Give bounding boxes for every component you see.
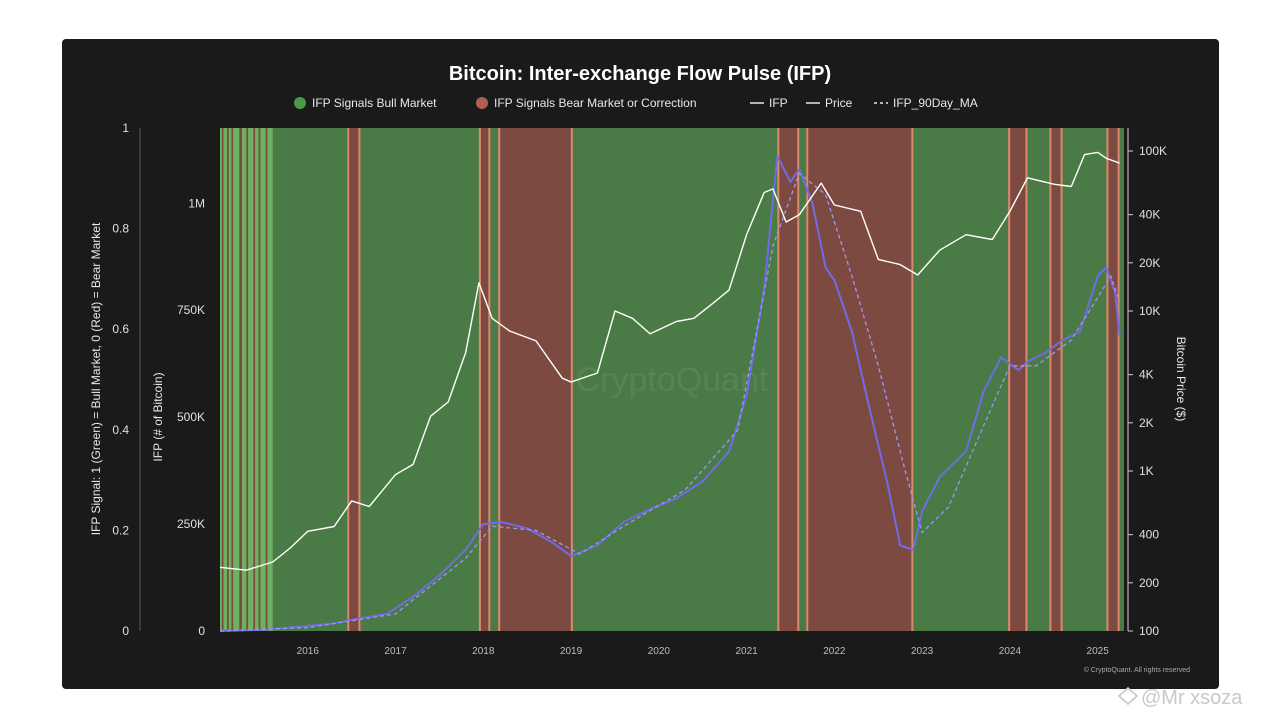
- legend-bull-marker: [294, 97, 306, 109]
- legend-price-label: Price: [825, 96, 853, 110]
- bear-region-edge: [911, 128, 914, 631]
- bear-region-edge: [1106, 128, 1109, 631]
- signal-tick-label: 0.6: [112, 322, 129, 336]
- ifp-line: [219, 155, 1121, 632]
- signal-tick-label: 0.2: [112, 523, 129, 537]
- ifp-tick-label: 250K: [177, 517, 205, 531]
- bear-region-edge: [1060, 128, 1063, 631]
- bear-region-edge: [1025, 128, 1028, 631]
- legend: IFP Signals Bull Market IFP Signals Bear…: [294, 96, 978, 110]
- legend-bear-label: IFP Signals Bear Market or Correction: [494, 96, 697, 110]
- bear-region: [498, 128, 573, 631]
- signal-tick-label: 1: [122, 121, 129, 135]
- year-tick-label: 2023: [911, 646, 934, 657]
- bear-region: [227, 128, 229, 631]
- year-tick-label: 2024: [999, 646, 1022, 657]
- chart-panel: Bitcoin: Inter-exchange Flow Pulse (IFP)…: [62, 39, 1219, 689]
- price-tick-label: 2K: [1139, 416, 1154, 430]
- bear-region-edge: [1117, 128, 1120, 631]
- bear-region-edge: [488, 128, 491, 631]
- signal-tick-label: 0.8: [112, 222, 129, 236]
- bear-region-edge: [358, 128, 361, 631]
- watermark: CryptoQuant: [576, 361, 769, 399]
- price-line: [219, 151, 1120, 571]
- diamond-logo-icon: [1117, 686, 1139, 706]
- price-tick-label: 100: [1139, 624, 1159, 638]
- series-layer: [219, 151, 1121, 632]
- signal-axis: 0 0.2 0.4 0.6 0.8 1: [112, 121, 141, 638]
- bear-region: [1049, 128, 1063, 631]
- signal-tick-label: 0: [122, 624, 129, 638]
- signal-tick-label: 0.4: [112, 423, 129, 437]
- copyright-footnote: © CryptoQuant. All rights reserved: [1084, 666, 1190, 674]
- ifp-tick-label: 500K: [177, 410, 205, 424]
- price-axis: 100 200 400 1K 2K 4K 10K 20K 40K 100K: [1127, 128, 1167, 638]
- chart-title: Bitcoin: Inter-exchange Flow Pulse (IFP): [449, 63, 831, 85]
- ifp-tick-label: 750K: [177, 303, 205, 317]
- year-tick-label: 2021: [735, 646, 758, 657]
- ifp-tick-label: 0: [198, 624, 205, 638]
- year-tick-label: 2022: [823, 646, 846, 657]
- legend-ifp-label: IFP: [769, 96, 788, 110]
- price-tick-label: 400: [1139, 528, 1159, 542]
- bear-region: [231, 128, 234, 631]
- ifp-axis: 0 250K 500K 750K 1M: [177, 196, 205, 638]
- signal-axis-label: IFP Signal: 1 (Green) = Bull Market, 0 (…: [89, 222, 103, 535]
- ifp-ma-line: [219, 172, 1121, 632]
- price-tick-label: 20K: [1139, 256, 1160, 270]
- bear-region: [265, 128, 268, 631]
- bear-region-edge: [478, 128, 481, 631]
- bear-region: [221, 128, 224, 631]
- bear-region-edge: [1049, 128, 1052, 631]
- bear-region-edge: [1008, 128, 1011, 631]
- price-tick-label: 1K: [1139, 464, 1154, 478]
- bull-region: [220, 128, 1124, 631]
- bear-region: [777, 128, 800, 631]
- bear-region: [258, 128, 261, 631]
- bear-region: [253, 128, 256, 631]
- price-tick-label: 100K: [1139, 144, 1167, 158]
- year-tick-label: 2016: [297, 646, 320, 657]
- price-tick-label: 10K: [1139, 304, 1160, 318]
- bear-region: [1106, 128, 1120, 631]
- author-credit: @Mr xsoza: [1141, 687, 1243, 709]
- bear-region: [347, 128, 361, 631]
- price-tick-label: 4K: [1139, 368, 1154, 382]
- bear-region: [1008, 128, 1028, 631]
- bear-region: [806, 128, 914, 631]
- bear-region-edge: [806, 128, 809, 631]
- legend-bull-label: IFP Signals Bull Market: [312, 96, 437, 110]
- bear-region: [478, 128, 491, 631]
- price-tick-label: 40K: [1139, 208, 1160, 222]
- year-tick-label: 2017: [384, 646, 407, 657]
- price-tick-label: 200: [1139, 576, 1159, 590]
- ifp-tick-label: 1M: [188, 196, 205, 210]
- signal-regions: [220, 128, 1124, 631]
- legend-bear-marker: [476, 97, 488, 109]
- ifp-axis-label: IFP (# of Bitcoin): [151, 372, 165, 461]
- bear-region-edge: [797, 128, 800, 631]
- bear-region-edge: [347, 128, 350, 631]
- bear-region-edge: [777, 128, 780, 631]
- year-tick-label: 2020: [648, 646, 671, 657]
- bear-region: [239, 128, 242, 631]
- year-tick-label: 2018: [472, 646, 495, 657]
- chart-canvas: Bitcoin: Inter-exchange Flow Pulse (IFP)…: [89, 63, 1190, 674]
- bear-region-edge: [498, 128, 501, 631]
- legend-ma-label: IFP_90Day_MA: [893, 96, 978, 110]
- bear-region: [246, 128, 249, 631]
- x-axis: 2016 2017 2018 2019 2020 2021 2022 2023 2024 2025: [297, 646, 1110, 657]
- year-tick-label: 2019: [560, 646, 583, 657]
- bear-region-edge: [570, 128, 573, 631]
- year-tick-label: 2025: [1087, 646, 1110, 657]
- price-axis-label: Bitcoin Price ($): [1174, 337, 1188, 422]
